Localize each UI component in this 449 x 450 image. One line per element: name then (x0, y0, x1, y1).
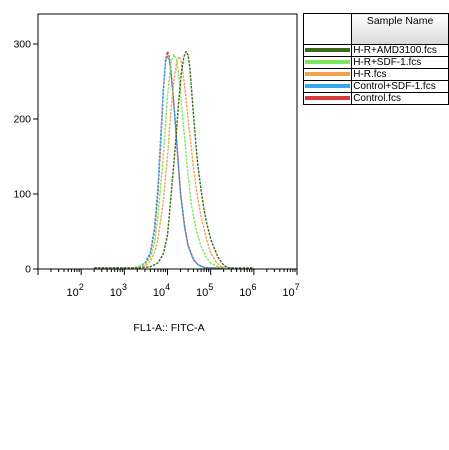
legend-swatch-color (305, 72, 351, 76)
legend-table: Sample Name H-R+AMD3100.fcs H-R+SDF-1.fcs… (303, 13, 449, 105)
x-axis: 102 103 104 105 106 107 (37, 269, 300, 299)
x-tick-label: 106 (239, 282, 256, 299)
x-tick-exponent: 5 (208, 282, 213, 292)
x-tick-base: 10 (153, 287, 165, 299)
x-tick-label: 102 (67, 282, 84, 299)
x-tick-exponent: 6 (251, 282, 256, 292)
legend-row: H-R.fcs (303, 68, 449, 81)
y-tick-label: 300 (13, 39, 31, 51)
x-tick-base: 10 (196, 287, 208, 299)
legend-row: H-R+SDF-1.fcs (303, 56, 449, 69)
legend-label: H-R+SDF-1.fcs (351, 56, 449, 69)
series-line-3 (94, 55, 224, 269)
x-tick-base: 10 (239, 287, 251, 299)
x-tick-label: 103 (110, 282, 127, 299)
x-tick-label: 107 (282, 282, 299, 299)
x-tick-exponent: 3 (122, 282, 127, 292)
series-line-2 (94, 56, 232, 269)
legend-header-row: Sample Name (303, 13, 449, 45)
x-tick-label: 104 (153, 282, 170, 299)
x-tick-exponent: 4 (165, 282, 170, 292)
x-tick-exponent: 2 (79, 282, 84, 292)
legend-label: Control+SDF-1.fcs (351, 80, 449, 93)
legend-label: H-R.fcs (351, 68, 449, 81)
legend-swatch-color (305, 84, 351, 88)
y-tick-label: 0 (25, 264, 31, 276)
legend-swatch-color (305, 48, 351, 52)
legend-label: H-R+AMD3100.fcs (351, 44, 449, 57)
x-axis-title: FL1-A:: FITC-A (133, 322, 204, 334)
legend: Sample Name H-R+AMD3100.fcs H-R+SDF-1.fcs… (303, 13, 449, 105)
legend-swatch (303, 56, 353, 69)
legend-swatch (303, 44, 353, 57)
plot-area (94, 50, 254, 269)
x-tick-label: 105 (196, 282, 213, 299)
y-axis: 0 100 200 300 (13, 39, 38, 276)
legend-swatch (303, 92, 353, 105)
legend-header-label: Sample Name (351, 13, 449, 45)
legend-header-swatch (303, 13, 353, 45)
x-tick-exponent: 7 (295, 282, 300, 292)
series-line-1 (94, 53, 232, 269)
x-tick-base: 10 (67, 287, 79, 299)
plot-frame (37, 13, 298, 270)
x-tick-base: 10 (282, 287, 294, 299)
legend-swatch (303, 80, 353, 93)
legend-row: Control.fcs (303, 92, 449, 105)
y-tick-label: 100 (13, 189, 31, 201)
series-line-0 (94, 50, 254, 269)
legend-row: H-R+AMD3100.fcs (303, 44, 449, 57)
legend-label: Control.fcs (351, 92, 449, 105)
legend-swatch (303, 68, 353, 81)
legend-swatch-color (305, 96, 351, 100)
legend-swatch-color (305, 60, 351, 64)
legend-row: Control+SDF-1.fcs (303, 80, 449, 93)
y-tick-label: 200 (13, 114, 31, 126)
x-tick-base: 10 (110, 287, 122, 299)
